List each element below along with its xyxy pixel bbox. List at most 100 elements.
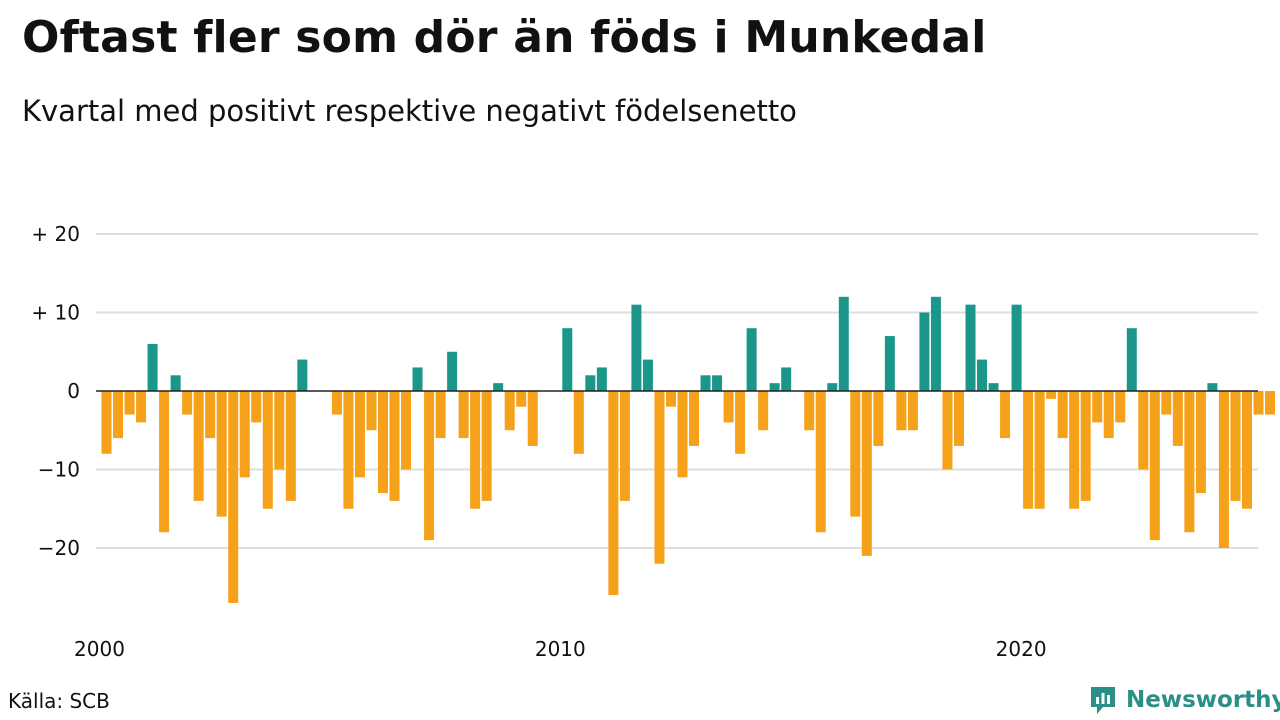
bar-negative <box>861 391 872 556</box>
bar-negative <box>136 391 147 423</box>
bar-negative <box>389 391 400 501</box>
bar-positive <box>977 359 988 391</box>
bar-negative <box>1149 391 1160 541</box>
bar-positive <box>700 375 711 391</box>
x-axis-labels: 2000 2010 2020 <box>74 637 1047 661</box>
bar-negative <box>1000 391 1011 439</box>
bar-negative <box>1069 391 1080 509</box>
bar-positive <box>147 343 158 391</box>
x-tick-label: 2010 <box>535 637 586 661</box>
bar-positive <box>170 375 181 391</box>
bar-negative <box>262 391 273 509</box>
chart-title: Oftast fler som dör än föds i Munkedal <box>22 12 987 63</box>
x-tick-label: 2020 <box>996 637 1047 661</box>
bar-positive <box>781 367 792 391</box>
bar-negative <box>1195 391 1206 494</box>
bar-positive <box>827 383 838 391</box>
newsworthy-logo-icon <box>1091 687 1115 714</box>
bar-negative <box>354 391 365 478</box>
bar-negative <box>366 391 377 431</box>
bar-negative <box>804 391 815 431</box>
bar-negative <box>907 391 918 431</box>
bar-positive <box>596 367 607 391</box>
bar-positive <box>1207 383 1218 391</box>
bar-negative <box>1023 391 1034 509</box>
bar-negative <box>1172 391 1183 446</box>
bar-negative <box>573 391 584 454</box>
bar-negative <box>481 391 492 501</box>
bar-negative <box>205 391 216 439</box>
bar-negative <box>424 391 435 541</box>
y-tick-label: −10 <box>38 458 80 482</box>
bars <box>101 296 1276 603</box>
bar-negative <box>1230 391 1241 501</box>
bar-negative <box>113 391 124 439</box>
bar-positive <box>988 383 999 391</box>
bar-positive <box>919 312 930 391</box>
y-tick-label: + 20 <box>31 222 80 246</box>
bar-negative <box>942 391 953 470</box>
bar-negative <box>654 391 665 564</box>
bar-positive <box>297 359 308 391</box>
bar-negative <box>1184 391 1195 533</box>
bar-negative <box>1241 391 1252 509</box>
bar-negative <box>896 391 907 431</box>
y-axis-labels: + 20 + 10 0 −10 −20 <box>31 222 80 560</box>
bar-negative <box>182 391 193 415</box>
bar-negative <box>1265 391 1276 415</box>
bar-positive <box>585 375 596 391</box>
bar-negative <box>1046 391 1057 399</box>
bar-negative <box>193 391 204 501</box>
bar-negative <box>850 391 861 517</box>
bar-positive <box>562 328 573 391</box>
bar-positive <box>1126 328 1137 391</box>
bar-negative <box>285 391 296 501</box>
bar-negative <box>1103 391 1114 439</box>
bar-positive <box>930 296 941 391</box>
bar-positive <box>838 296 849 391</box>
bar-negative <box>1218 391 1229 548</box>
bar-positive <box>412 367 423 391</box>
bar-negative <box>377 391 388 494</box>
bar-negative <box>1115 391 1126 423</box>
bar-positive <box>642 359 653 391</box>
x-tick-label: 2000 <box>74 637 125 661</box>
brand-name: Newsworthy <box>1126 687 1280 713</box>
brand-logo[interactable]: Newsworthy <box>1088 684 1280 716</box>
bar-positive <box>769 383 780 391</box>
bar-negative <box>527 391 538 446</box>
bar-negative <box>504 391 515 431</box>
bar-negative <box>1253 391 1264 415</box>
bar-negative <box>274 391 285 470</box>
bar-negative <box>435 391 446 439</box>
bar-negative <box>723 391 734 423</box>
bar-negative <box>1034 391 1045 509</box>
bar-negative <box>873 391 884 446</box>
bar-negative <box>815 391 826 533</box>
bar-negative <box>228 391 239 603</box>
bar-negative <box>239 391 250 478</box>
bar-positive <box>965 304 976 391</box>
y-tick-label: + 10 <box>31 301 80 325</box>
bar-negative <box>401 391 412 470</box>
bar-negative <box>608 391 619 596</box>
bar-negative <box>1057 391 1068 439</box>
bar-positive <box>746 328 757 391</box>
bar-negative <box>216 391 227 517</box>
bar-negative <box>1092 391 1103 423</box>
bar-negative <box>124 391 135 415</box>
bar-negative <box>331 391 342 415</box>
bar-positive <box>712 375 723 391</box>
bar-negative <box>343 391 354 509</box>
bar-negative <box>665 391 676 407</box>
bar-positive <box>493 383 504 391</box>
bar-positive <box>884 336 895 391</box>
bar-positive <box>1011 304 1022 391</box>
bar-positive <box>447 351 458 391</box>
y-tick-label: 0 <box>67 379 80 403</box>
bar-negative <box>1138 391 1149 470</box>
bar-negative <box>516 391 527 407</box>
bar-negative <box>1080 391 1091 501</box>
grid-lines <box>96 233 1258 549</box>
